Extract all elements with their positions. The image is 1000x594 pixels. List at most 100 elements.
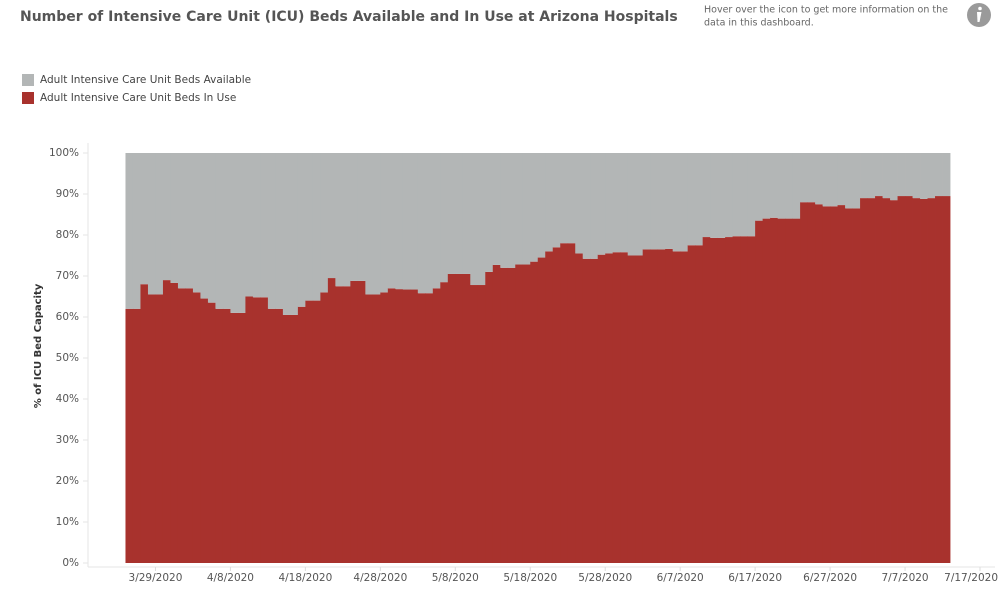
- bar-segment: [785, 218, 794, 563]
- bar-segment: [425, 153, 434, 294]
- bar-segment: [140, 284, 149, 563]
- bar-segment: [770, 217, 779, 563]
- bar-segment: [215, 308, 224, 563]
- bar-segment: [650, 249, 659, 563]
- bar-segment: [237, 153, 246, 313]
- bar-segment: [192, 153, 201, 293]
- bar-segment: [560, 153, 569, 244]
- y-tick-label: 60%: [56, 311, 79, 323]
- bar-segment: [695, 245, 704, 563]
- bar-segment: [470, 285, 479, 563]
- bar-segment: [290, 314, 299, 563]
- bar-segment: [582, 153, 591, 259]
- bar-segment: [147, 294, 156, 563]
- bar-segment: [477, 153, 486, 286]
- bar-segment: [132, 308, 141, 563]
- y-axis-title: % of ICU Bed Capacity: [33, 283, 44, 408]
- bar-segment: [297, 153, 306, 307]
- x-tick-label: 4/18/2020: [278, 572, 332, 584]
- bar-segment: [447, 153, 456, 274]
- bar-segment: [687, 245, 696, 563]
- bar-segment: [567, 243, 576, 563]
- bar-segment: [282, 314, 291, 563]
- bar-segment: [320, 292, 329, 563]
- bar-segment: [770, 153, 779, 218]
- bar-segment: [665, 248, 674, 563]
- x-tick-label: 7/17/2020: [944, 572, 998, 584]
- bar-segment: [702, 237, 711, 564]
- bar-segment: [815, 204, 823, 563]
- bar-segment: [882, 153, 891, 199]
- bar-segment: [387, 288, 396, 563]
- bar-segment: [282, 153, 291, 315]
- bar-segment: [455, 273, 464, 563]
- bar-segment: [230, 312, 239, 563]
- bar-segment: [440, 282, 449, 563]
- bar-segment: [942, 153, 951, 197]
- bar-segment: [200, 153, 209, 299]
- bar-segment: [492, 153, 501, 265]
- bar-segment: [215, 153, 224, 309]
- chart-title: Number of Intensive Care Unit (ICU) Beds…: [20, 9, 678, 25]
- bar-segment: [890, 153, 898, 201]
- bars: [125, 153, 951, 564]
- bar-segment: [545, 153, 554, 252]
- x-tick-label: 6/17/2020: [728, 572, 782, 584]
- bar-segment: [440, 153, 449, 283]
- bar-segment: [237, 312, 246, 563]
- y-tick-label: 70%: [56, 270, 79, 282]
- bar-segment: [507, 267, 516, 563]
- bar-segment: [275, 308, 284, 563]
- bar-segment: [500, 153, 509, 268]
- y-tick-label: 90%: [56, 188, 79, 200]
- bar-segment: [350, 153, 359, 281]
- bar-segment: [335, 153, 344, 287]
- bar-segment: [807, 153, 816, 203]
- info-icon[interactable]: [967, 3, 991, 27]
- bar-segment: [567, 153, 576, 244]
- bar-segment: [485, 271, 494, 563]
- bar-segment: [920, 153, 928, 199]
- bar-segment: [807, 202, 816, 563]
- bar-segment: [335, 286, 344, 563]
- bar-segment: [800, 202, 809, 563]
- bar-segment: [170, 153, 179, 283]
- bar-segment: [522, 264, 531, 563]
- bar-segment: [680, 153, 689, 252]
- bar-segment: [342, 286, 351, 563]
- bar-segment: [747, 236, 756, 564]
- bar-segment: [597, 153, 606, 255]
- bar-segment: [845, 208, 853, 563]
- bar-segment: [485, 153, 494, 272]
- bar-segment: [365, 294, 374, 563]
- bar-segment: [620, 252, 629, 563]
- x-tick-label: 3/29/2020: [129, 572, 183, 584]
- bar-segment: [410, 153, 419, 290]
- x-tick-label: 6/7/2020: [657, 572, 704, 584]
- y-tick-label: 10%: [56, 516, 79, 528]
- bar-segment: [875, 196, 883, 564]
- bar-segment: [575, 153, 584, 254]
- bar-segment: [410, 289, 419, 563]
- bar-segment: [912, 198, 921, 563]
- bar-segment: [380, 153, 389, 293]
- bar-segment: [927, 198, 936, 563]
- bar-segment: [380, 292, 389, 563]
- x-tick-label: 5/18/2020: [503, 572, 557, 584]
- bar-segment: [740, 236, 749, 564]
- x-tick-label: 5/28/2020: [578, 572, 632, 584]
- bar-segment: [590, 153, 599, 259]
- bar-segment: [200, 298, 209, 563]
- bar-segment: [860, 198, 868, 563]
- bar-segment: [837, 153, 846, 206]
- bar-segment: [500, 267, 509, 563]
- bar-segment: [875, 153, 883, 197]
- bar-segment: [462, 153, 471, 274]
- bar-segment: [432, 153, 441, 289]
- bar-segment: [755, 153, 764, 221]
- bar-segment: [777, 218, 786, 563]
- bar-segment: [672, 251, 681, 563]
- bar-segment: [477, 285, 486, 563]
- bar-segment: [207, 302, 216, 563]
- bar-segment: [320, 153, 329, 293]
